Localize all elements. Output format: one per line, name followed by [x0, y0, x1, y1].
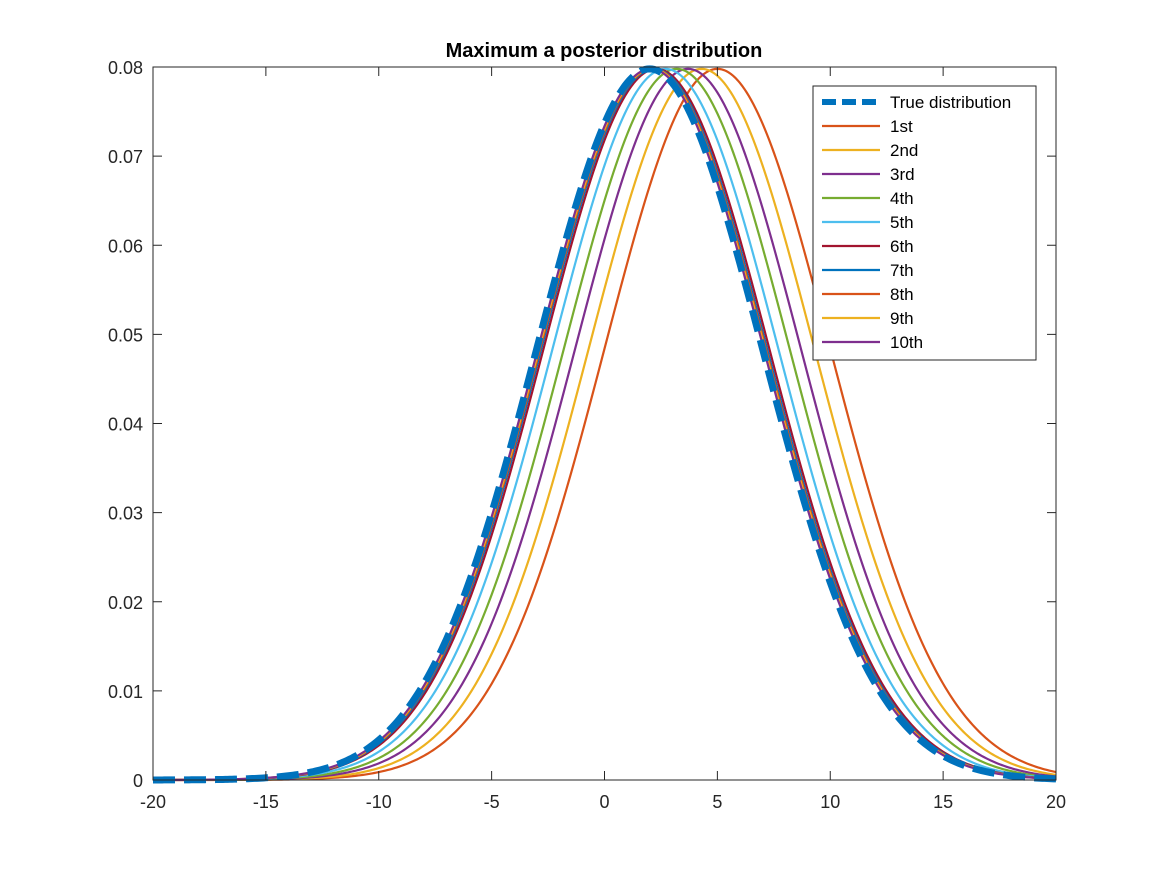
series-line-6 — [152, 67, 1057, 782]
legend-label: 4th — [890, 189, 914, 208]
y-tick-label: 0.06 — [108, 236, 143, 256]
legend-label: True distribution — [890, 93, 1011, 112]
y-tick-label: 0.03 — [108, 504, 143, 524]
x-tick-label: 20 — [1046, 792, 1066, 812]
x-tick-label: 5 — [712, 792, 722, 812]
ticks-layer: -20 -15 -10 -5 0 5 10 15 20 0 0.01 0.02 0.03 0.04 0.05… — [108, 58, 1066, 812]
x-tick-label: 0 — [599, 792, 609, 812]
legend-label: 6th — [890, 237, 914, 256]
y-tick-label: 0 — [133, 771, 143, 791]
legend-label: 9th — [890, 309, 914, 328]
legend-label: 5th — [890, 213, 914, 232]
x-tick-label: 15 — [933, 792, 953, 812]
series-layer — [152, 65, 1057, 784]
legend-label: 8th — [890, 285, 914, 304]
series-line-1 — [152, 65, 1057, 784]
y-tick-label: 0.01 — [108, 682, 143, 702]
chart-title: Maximum a posterior distribution — [446, 40, 763, 62]
legend-label: 2nd — [890, 141, 918, 160]
x-tick-label: -5 — [484, 792, 500, 812]
series-line-5 — [153, 67, 1057, 782]
legend-label: 1st — [890, 117, 913, 136]
x-tick-label: -10 — [366, 792, 392, 812]
y-tick-label: 0.07 — [108, 147, 143, 167]
legend: True distribution 1st 2nd 3rd 4th 5th 6th 7th 8t… — [812, 85, 1037, 361]
x-tick-label: 10 — [820, 792, 840, 812]
legend-label: 10th — [890, 333, 923, 352]
y-tick-label: 0.04 — [108, 415, 143, 435]
x-tick-label: -20 — [140, 792, 166, 812]
y-tick-label: 0.05 — [108, 325, 143, 345]
x-tick-label: -15 — [253, 792, 279, 812]
y-tick-label: 0.08 — [108, 58, 143, 78]
legend-label: 7th — [890, 261, 914, 280]
y-tick-label: 0.02 — [108, 593, 143, 613]
legend-label: 3rd — [890, 165, 915, 184]
